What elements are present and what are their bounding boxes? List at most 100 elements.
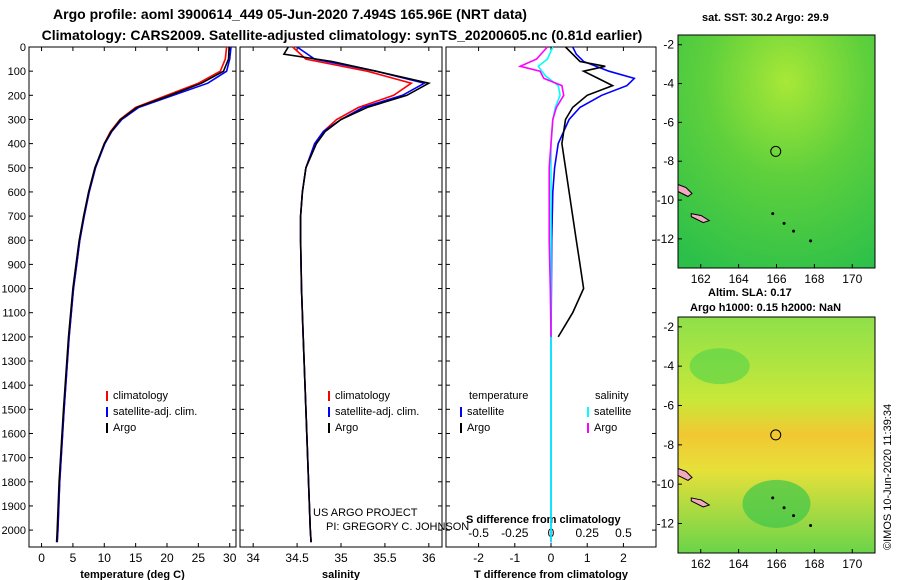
island-dot (809, 239, 813, 243)
legend-label: satellite (467, 406, 504, 418)
x-tick-label: 25 (192, 551, 206, 565)
x-tick-label: -2 (473, 551, 484, 565)
map-x-tick-label: 166 (766, 557, 786, 571)
y-tick-label: 1900 (2, 501, 26, 513)
map-sla: 162 164 166 168 170 -2 -4 -6 -8 -10 -12 (657, 316, 876, 571)
legend-label: Argo (594, 422, 617, 434)
map-y-tick-label: -8 (663, 438, 674, 452)
series-line-argo (55, 46, 230, 543)
credit-stamp: ©IMOS 10-Jun-2020 11:39:34 (882, 403, 894, 550)
x-axis-label: salinity (322, 569, 361, 580)
x-tick-label: 2 (620, 551, 627, 565)
top-x-axis-label: S difference from climatology (466, 514, 622, 526)
x-tick-label: 5 (70, 551, 77, 565)
map-x-tick-label: 170 (842, 272, 862, 286)
legend-title-salinity: salinity (595, 390, 629, 402)
y-tick-label: 1000 (2, 284, 26, 296)
series-line-argo (282, 46, 432, 543)
y-tick-label: 700 (8, 211, 26, 223)
map-sst-title: sat. SST: 30.2 Argo: 29.9 (702, 12, 829, 24)
map-y-tick-label: -12 (657, 517, 675, 531)
map-x-tick-label: 162 (691, 272, 711, 286)
map-y-tick-label: -12 (657, 232, 675, 246)
legend-label: Argo (467, 422, 490, 434)
map-low-anomaly (689, 348, 750, 385)
legend-label: climatology (113, 390, 169, 402)
x-axis-label: T difference from climatology (474, 569, 629, 580)
legend-label: climatology (335, 390, 391, 402)
y-tick-label: 0 (20, 42, 26, 54)
map-low-anomaly (742, 479, 811, 528)
x-tick-label: -1 (509, 551, 520, 565)
panel-difference: -2 -1 0 1 2-0.5 -0.25 0 0.25 0.5S difference fro… (445, 46, 657, 580)
y-tick-label: 1800 (2, 477, 26, 489)
x-tick-label: 0 (548, 551, 555, 565)
map-x-tick-label: 164 (729, 557, 749, 571)
chart-title-line1: Argo profile: aoml 3900614_449 05-Jun-20… (53, 6, 527, 22)
island-shape (690, 213, 711, 224)
x-tick-label: 0 (38, 551, 45, 565)
y-tick-label: 400 (8, 139, 26, 151)
map-y-tick-label: -4 (663, 359, 674, 373)
series-line-temperature-satellite (550, 46, 636, 543)
y-tick-label: 1200 (2, 332, 26, 344)
island-dot (771, 496, 775, 500)
map-x-tick-label: 168 (804, 272, 824, 286)
island-dot (771, 212, 775, 216)
series-line-salinity-argo (517, 46, 565, 337)
x-tick-label: 30 (223, 551, 237, 565)
top-x-tick-label: 0.5 (615, 526, 632, 540)
y-tick-label: 900 (8, 259, 26, 271)
x-tick-label: 36 (422, 551, 436, 565)
map-x-tick-label: 166 (766, 272, 786, 286)
map-y-tick-label: -4 (663, 77, 674, 91)
map-x-tick-label: 162 (691, 557, 711, 571)
map-field (678, 35, 875, 268)
top-x-tick-label: 0.25 (576, 526, 600, 540)
island-dot (809, 523, 813, 527)
island-dot (782, 506, 786, 510)
x-tick-label: 35 (334, 551, 348, 565)
top-x-tick-label: -0.5 (468, 526, 489, 540)
map-y-tick-label: -10 (657, 477, 675, 491)
island-dot (782, 221, 786, 225)
panel-frame (28, 46, 237, 548)
legend-label: Argo (335, 422, 358, 434)
map-y-tick-label: -8 (663, 154, 674, 168)
x-tick-label: 34 (246, 551, 260, 565)
y-tick-label: 1700 (2, 453, 26, 465)
y-tick-label: 100 (8, 66, 26, 78)
x-tick-label: 34.5 (285, 551, 309, 565)
chart-title-line2: Climatology: CARS2009. Satellite-adjuste… (41, 27, 643, 43)
y-tick-label: 1400 (2, 380, 26, 392)
y-tick-label: 1300 (2, 356, 26, 368)
map-x-tick-label: 168 (804, 557, 824, 571)
x-tick-label: 15 (129, 551, 143, 565)
series-line-satellite-adj-clim- (56, 46, 232, 543)
annotation-pi: PI: GREGORY C. JOHNSON (326, 521, 469, 533)
y-tick-label: 500 (8, 163, 26, 175)
y-tick-label: 800 (8, 235, 26, 247)
island-shape (690, 497, 711, 508)
map-y-tick-label: -10 (657, 193, 675, 207)
legend-label: satellite-adj. clim. (335, 406, 419, 418)
legend-label: satellite (594, 406, 631, 418)
y-tick-label: 300 (8, 114, 26, 126)
x-tick-label: 10 (98, 551, 112, 565)
legend-label: satellite-adj. clim. (113, 406, 197, 418)
x-tick-label: 20 (160, 551, 174, 565)
series-line-salinity-satellite (537, 46, 561, 543)
map-y-tick-label: -6 (663, 115, 674, 129)
x-axis-label: temperature (deg C) (80, 569, 185, 580)
map-sla-title1: Altim. SLA: 0.17 (708, 287, 792, 299)
series-line-temperature-argo (557, 46, 615, 338)
legend-label: Argo (113, 422, 136, 434)
legend-title-temperature: temperature (469, 390, 528, 402)
map-x-tick-label: 164 (729, 272, 749, 286)
y-tick-label: 1100 (2, 308, 26, 320)
map-sst: 162 164 166 168 170 -2 -4 -6 -8 -10 -12 (657, 34, 876, 286)
x-tick-label: 1 (584, 551, 591, 565)
float-position-marker (770, 429, 782, 441)
series-line-climatology (292, 46, 414, 543)
